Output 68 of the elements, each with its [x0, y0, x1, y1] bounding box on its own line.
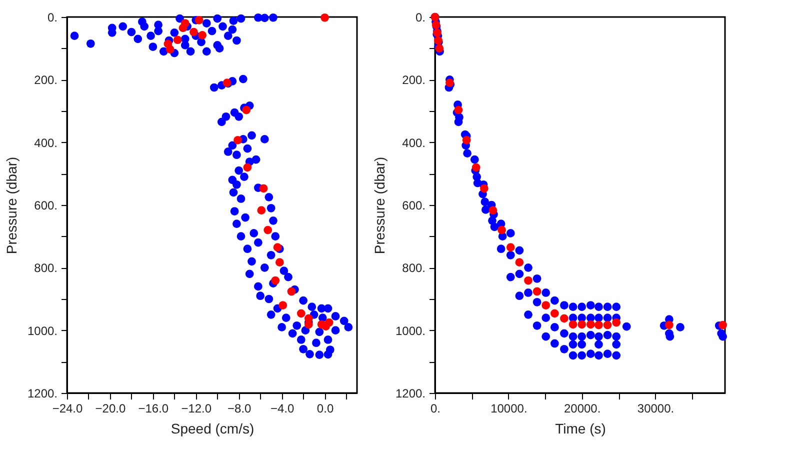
y-tick-label: 800.: [402, 261, 426, 276]
point: [594, 320, 603, 330]
point: [718, 320, 727, 330]
point: [665, 320, 674, 330]
point: [194, 16, 204, 24]
x-tick-label: 30000.: [637, 402, 674, 416]
point: [173, 36, 182, 44]
x-tick-label: −12.0: [181, 402, 212, 416]
x-tick-label: −8.0: [228, 402, 252, 416]
y-tick-label: 600.: [34, 198, 58, 212]
point: [166, 45, 174, 54]
y-tick-label: 200.: [402, 73, 426, 88]
x-tick-label: −16.0: [138, 402, 169, 416]
y-tick-label: 1000.: [395, 324, 426, 338]
point: [568, 320, 578, 329]
x-tick-label: 10000.: [490, 402, 528, 416]
point: [259, 184, 268, 193]
y-tick-label: 800.: [34, 261, 58, 276]
point: [264, 226, 272, 234]
point: [278, 301, 288, 310]
y-tick-label: 1200.: [27, 386, 58, 400]
point: [488, 206, 498, 214]
point: [271, 276, 280, 285]
x-axis-title: Time (s): [555, 420, 606, 436]
x-tick-label: 0.0: [316, 402, 334, 416]
point: [320, 13, 329, 22]
point: [560, 314, 568, 323]
x-axis-title: Speed (cm/s): [170, 420, 254, 436]
point: [586, 320, 595, 329]
y-axis-title: Pressure (dbar): [371, 156, 388, 254]
point: [480, 184, 488, 193]
y-tick-label: 600.: [402, 198, 426, 212]
point: [190, 28, 198, 36]
point: [243, 163, 252, 172]
point: [498, 226, 506, 234]
y-tick-label: 1000.: [27, 324, 58, 338]
point: [242, 106, 251, 114]
x-tick-label: −20.0: [95, 402, 126, 416]
y-tick-label: 0.: [47, 10, 58, 24]
point: [612, 318, 621, 327]
point: [524, 276, 532, 285]
point: [462, 136, 471, 144]
point: [472, 163, 480, 172]
point: [550, 309, 559, 318]
point: [287, 287, 296, 296]
x-tick-label: 20000.: [564, 402, 601, 416]
y-tick-label: 200.: [34, 73, 58, 88]
y-tick-label: 1200.: [395, 386, 426, 400]
point: [506, 243, 515, 252]
point: [603, 320, 612, 330]
point: [578, 320, 586, 329]
point: [198, 31, 207, 40]
point: [296, 309, 306, 318]
point: [178, 24, 188, 32]
y-tick-label: 400.: [402, 136, 426, 150]
point: [234, 136, 242, 144]
point: [257, 206, 266, 214]
point: [275, 258, 284, 267]
point: [515, 258, 524, 267]
y-tick-label: 400.: [34, 136, 58, 150]
x-tick-label: −24.0: [52, 402, 83, 416]
point: [532, 287, 542, 296]
y-tick-label: 0.: [415, 10, 426, 24]
point: [542, 301, 550, 310]
x-tick-label: −4.0: [270, 402, 294, 416]
point: [454, 106, 463, 114]
y-axis-title: Pressure (dbar): [3, 156, 20, 254]
x-tick-label: 0.: [430, 402, 441, 416]
